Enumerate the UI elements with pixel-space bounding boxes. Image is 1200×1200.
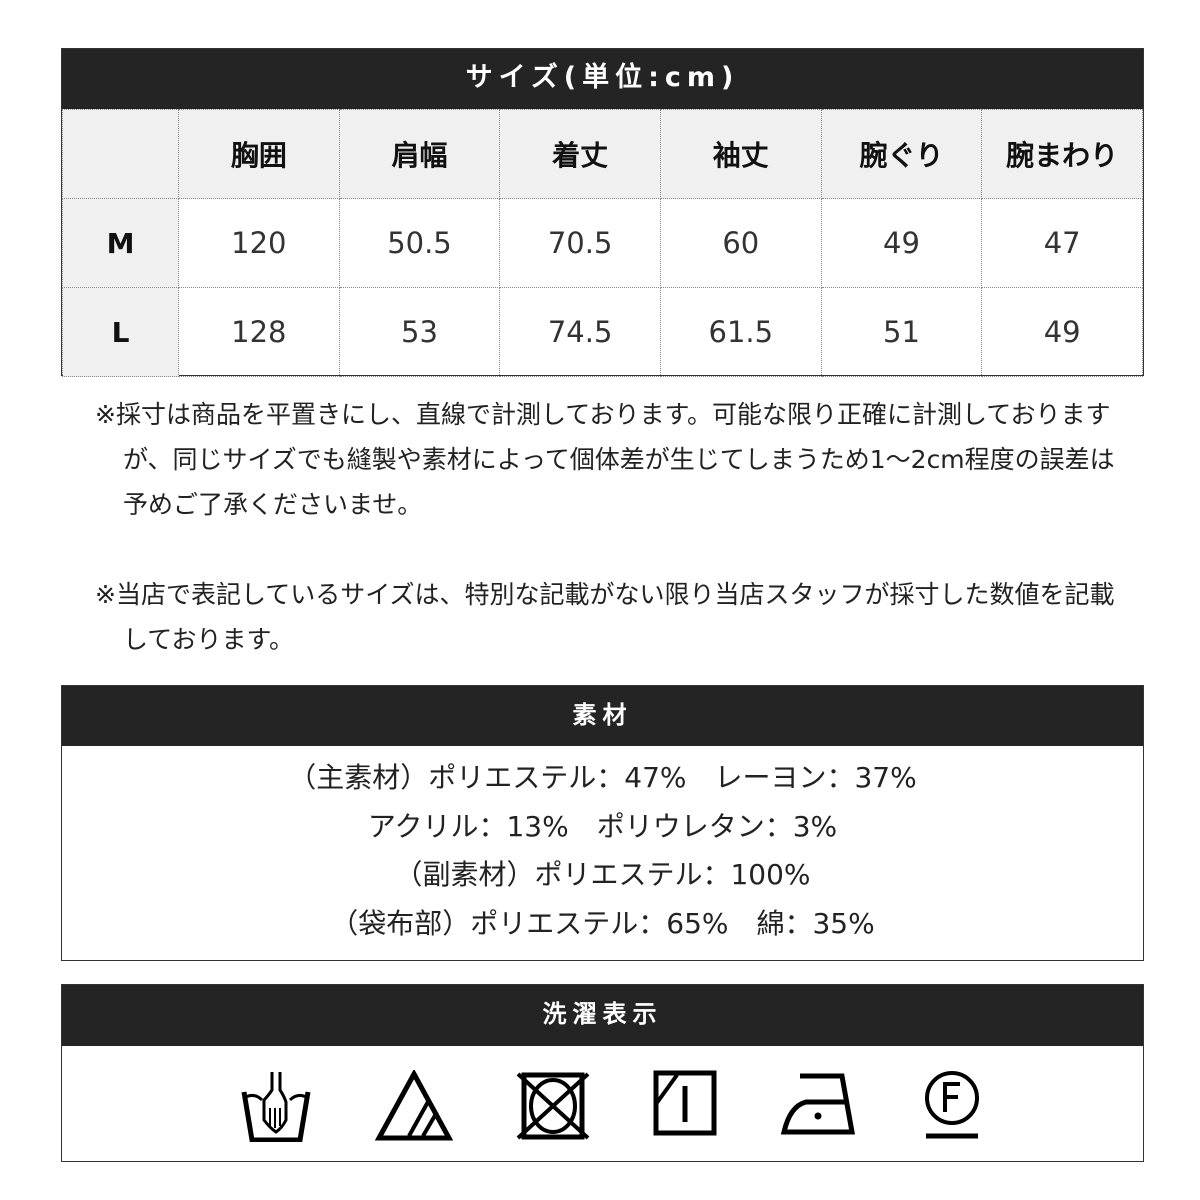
size-notes: ※採寸は商品を平置きにし、直線で計測しております。可能な限り正確に計測しておりま… (95, 392, 1115, 662)
header-cell: 胸囲 (178, 109, 340, 199)
material-line: （副素材）ポリエステル：100% (394, 858, 811, 891)
cell: 47 (981, 198, 1143, 288)
cell: 51 (820, 287, 983, 377)
table-row: L 128 53 74.5 61.5 51 49 (62, 287, 1143, 377)
header-cell: 腕ぐり (820, 109, 983, 199)
table-row: M 120 50.5 70.5 60 49 47 (62, 198, 1143, 288)
dry-clean-f-icon (925, 1071, 979, 1139)
material-title: 素材 (62, 686, 1143, 746)
size-table-title: サイズ(単位:cm) (62, 49, 1143, 109)
cell: 53 (338, 287, 501, 377)
care-box: 洗濯表示 (61, 984, 1144, 1162)
cell: 50.5 (338, 198, 501, 288)
cell: 61.5 (659, 287, 822, 377)
low-iron-icon (780, 1073, 855, 1135)
note-measurement: ※採寸は商品を平置きにし、直線で計測しております。可能な限り正確に計測しておりま… (95, 400, 1115, 519)
size-grid: 胸囲 肩幅 着丈 袖丈 腕ぐり 腕まわり M 120 50.5 70.5 60 … (62, 109, 1143, 377)
cell: 70.5 (499, 198, 661, 288)
header-cell: 肩幅 (338, 109, 501, 199)
cell: 120 (178, 198, 340, 288)
material-line: アクリル：13% ポリウレタン：3% (367, 809, 838, 843)
size-label: L (62, 287, 179, 377)
size-table: サイズ(単位:cm) 胸囲 肩幅 着丈 袖丈 腕ぐり 腕まわり M 120 50… (61, 48, 1144, 377)
cell: 49 (820, 198, 983, 288)
cell: 128 (178, 287, 340, 377)
cell: 60 (659, 198, 822, 288)
material-box: 素材 （主素材）ポリエステル：47% レーヨン：37% アクリル：13% ポリウ… (61, 685, 1144, 961)
cell: 74.5 (499, 287, 661, 377)
material-line: （袋布部）ポリエステル：65% 綿：35% (330, 906, 875, 940)
cell: 49 (981, 287, 1143, 377)
header-cell (62, 109, 179, 199)
material-line: （主素材）ポリエステル：47% レーヨン：37% (288, 761, 917, 794)
line-dry-shade-icon (653, 1070, 717, 1136)
hand-wash-icon (241, 1072, 311, 1142)
header-row: 胸囲 肩幅 着丈 袖丈 腕ぐり 腕まわり (62, 109, 1143, 199)
care-title: 洗濯表示 (62, 985, 1143, 1046)
oxygen-bleach-only-icon (375, 1070, 453, 1141)
note-staff: ※当店で表記しているサイズは、特別な記載がない限り当店スタッフが採寸した数値を記… (95, 580, 1115, 654)
header-cell: 袖丈 (659, 109, 822, 199)
no-tumble-dry-icon (516, 1072, 590, 1140)
header-cell: 腕まわり (981, 109, 1143, 199)
size-label: M (62, 198, 179, 288)
header-cell: 着丈 (499, 109, 661, 199)
